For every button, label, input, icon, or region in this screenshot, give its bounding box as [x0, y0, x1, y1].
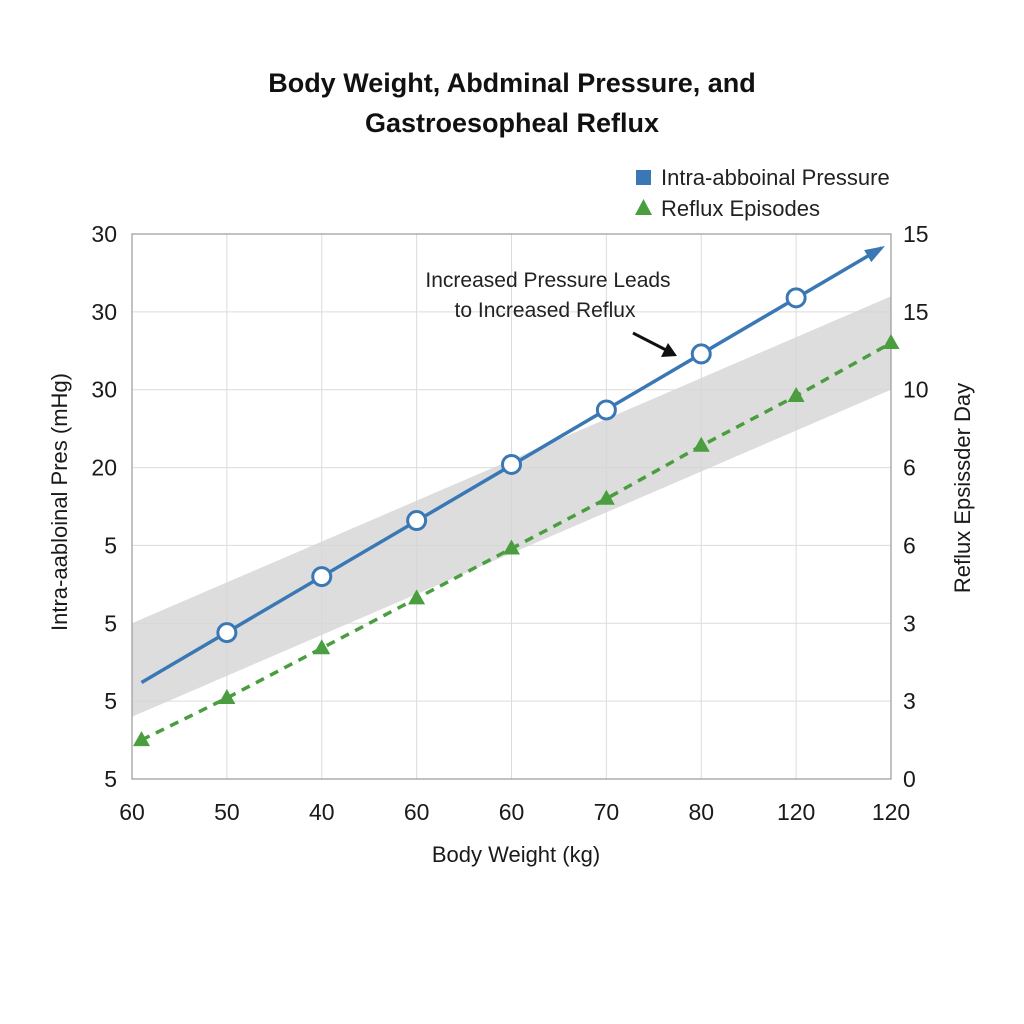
legend-label-pressure: Intra-abboinal Pressure: [661, 165, 890, 190]
annotation-arrow-head: [661, 343, 677, 357]
annotation-line-2: to Increased Reflux: [455, 299, 636, 322]
x-tick-label: 120: [872, 799, 910, 825]
x-tick-label: 120: [777, 799, 815, 825]
y-right-tick-label: 3: [903, 688, 916, 714]
y-right-tick-label: 15: [903, 299, 929, 325]
confidence-band-layer: [132, 296, 891, 717]
y-axis-label-left: Intra-aabloinal Pres (mHg): [47, 373, 72, 631]
legend-triangle-marker: [635, 199, 652, 215]
y-left-tick-label: 5: [104, 688, 117, 714]
y-left-tick-label: 5: [104, 532, 117, 558]
y-left-tick-label: 30: [91, 299, 117, 325]
reflux-point-marker: [503, 539, 520, 555]
reflux-point-marker: [787, 386, 805, 402]
pressure-point-marker: [311, 566, 333, 588]
chart-title-line-2: Gastroesopheal Reflux: [365, 108, 659, 138]
pressure-point-marker: [501, 453, 522, 475]
y-left-tick-label: 30: [91, 221, 117, 247]
y-right-tick-label: 3: [903, 610, 916, 636]
annotation-line-1: Increased Pressure Leads: [425, 269, 670, 292]
chart-title-line-1: Body Weight, Abdminal Pressure, and: [268, 68, 756, 98]
annotation-arrow-shaft: [632, 331, 669, 353]
ticks-layer: 60 50 40 60 60 70 80 120 120 5 5 5 5 20 30 30 30 0 3 3 6 6 10 1…: [91, 221, 928, 825]
legend-label-reflux: Reflux Episodes: [661, 196, 820, 221]
y-left-tick-label: 30: [91, 377, 117, 403]
x-tick-label: 50: [214, 799, 240, 825]
y-right-tick-label: 15: [903, 221, 929, 247]
x-tick-label: 80: [688, 799, 714, 825]
pressure-point-marker: [690, 343, 712, 365]
reflux-point-marker: [313, 639, 331, 655]
pressure-point-marker: [595, 399, 617, 421]
reflux-point-marker: [132, 731, 150, 747]
reflux-point-marker: [218, 689, 236, 705]
legend: Intra-abboinal Pressure Reflux Episodes: [635, 165, 890, 221]
pressure-point-marker: [785, 287, 807, 309]
plot-frame: [131, 233, 892, 780]
pressure-point-marker: [406, 510, 428, 532]
x-tick-label: 40: [309, 799, 335, 825]
reflux-point-marker: [882, 334, 900, 349]
x-axis-label: Body Weight (kg): [432, 842, 600, 867]
y-right-tick-label: 6: [903, 532, 916, 558]
reflux-point-marker: [597, 489, 615, 505]
y-axis-label-right: Reflux Epsissder Day: [950, 383, 975, 593]
x-tick-label: 70: [594, 799, 620, 825]
legend-square-marker: [636, 170, 651, 185]
pressure-line-arrowhead: [864, 245, 885, 263]
x-tick-label: 60: [119, 799, 145, 825]
y-left-tick-label: 20: [91, 455, 117, 481]
y-right-tick-label: 0: [903, 766, 916, 792]
series-layer: [132, 245, 900, 747]
reflux-point-marker: [692, 436, 710, 452]
reflux-point-marker: [408, 589, 426, 605]
pressure-point-marker: [216, 622, 238, 644]
y-left-tick-label: 5: [104, 610, 117, 636]
confidence-band: [132, 296, 891, 717]
x-tick-label: 60: [499, 799, 525, 825]
x-tick-label: 60: [404, 799, 430, 825]
annotation: Increased Pressure Leads to Increased Re…: [425, 269, 677, 357]
y-left-tick-label: 5: [104, 766, 117, 792]
y-right-tick-label: 6: [903, 455, 916, 481]
y-right-tick-label: 10: [903, 377, 929, 403]
